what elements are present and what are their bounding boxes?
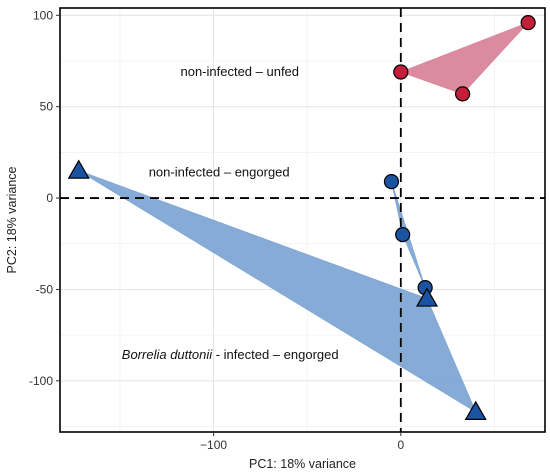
y-tick-label: 100 [33, 8, 53, 22]
y-tick-label: -50 [36, 282, 54, 296]
annotation-non-infected-unfed: non-infected – unfed [180, 64, 299, 79]
point-infected-engorged [464, 400, 487, 420]
data-points [67, 15, 536, 420]
hull-non-infected-unfed [399, 22, 529, 95]
annotation-non-infected-engorged: non-infected – engorged [149, 164, 290, 179]
x-axis-title: PC1: 18% variance [249, 457, 356, 471]
point-infected-engorged [415, 287, 439, 307]
point-non-infected-unfed [393, 64, 409, 80]
y-tick-label: 50 [40, 100, 54, 114]
annotations: non-infected – unfed non-infected – engo… [122, 64, 339, 362]
annotation-infected-engorged: Borrelia duttonii - infected – engorged [122, 347, 339, 362]
x-tick-label: 0 [397, 438, 404, 452]
point-non-infected-engorged [395, 227, 411, 243]
x-tick-label: −100 [200, 438, 227, 452]
annotation-infected-suffix: - infected – engorged [212, 347, 338, 362]
point-non-infected-unfed [520, 15, 536, 31]
point-non-infected-engorged [383, 174, 400, 190]
plot-panel-border [59, 7, 546, 433]
reference-lines [60, 8, 545, 432]
hull-infected-engorged [78, 170, 477, 413]
y-axis-title: PC2: 18% variance [5, 166, 19, 273]
annotation-species-name: Borrelia duttonii [122, 347, 213, 362]
y-tick-label: 0 [46, 191, 53, 205]
y-tick-label: -100 [29, 374, 53, 388]
point-infected-engorged [67, 159, 90, 179]
axis-ticks: −100 0 100 50 0 -50 -100 [29, 8, 404, 452]
point-non-infected-unfed [455, 86, 471, 102]
